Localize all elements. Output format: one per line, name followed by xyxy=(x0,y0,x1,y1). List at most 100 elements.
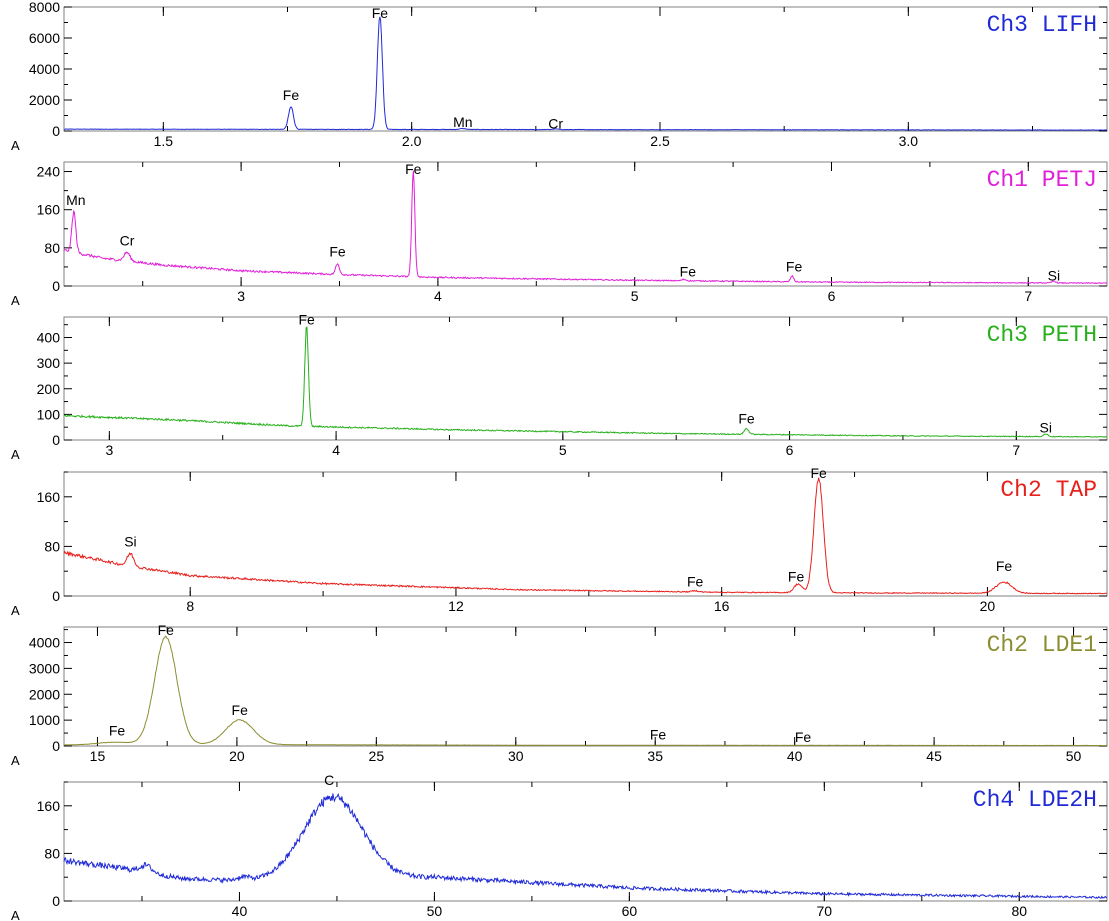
y-tick-label: 0 xyxy=(52,278,60,294)
peak-label: Fe xyxy=(996,558,1013,574)
y-tick-label: 8000 xyxy=(29,0,60,15)
x-tick-label: 50 xyxy=(427,903,443,919)
y-tick-label: 4000 xyxy=(29,61,60,77)
channel-title: Ch3 LIFH xyxy=(987,12,1097,38)
y-tick-label: 400 xyxy=(37,330,61,346)
spectrum-trace xyxy=(63,170,1107,285)
x-tick-label: 12 xyxy=(448,598,464,614)
x-tick-label: 35 xyxy=(647,748,663,764)
plot-frame xyxy=(63,161,1108,287)
plot-frame xyxy=(63,781,1108,902)
y-tick-label: 200 xyxy=(37,381,61,397)
channel-title: Ch3 PETH xyxy=(987,322,1097,348)
peak-label: Fe xyxy=(788,569,805,585)
peak-label: Fe xyxy=(298,312,315,328)
peak-label: Fe xyxy=(329,243,346,259)
x-tick-label: 6 xyxy=(786,442,794,458)
x-tick-label: 15 xyxy=(90,748,106,764)
peak-label: Fe xyxy=(795,729,812,745)
spectrum-trace xyxy=(63,792,1108,899)
x-tick-label: 6 xyxy=(828,288,836,304)
x-tick-label: 4 xyxy=(434,288,442,304)
chart-panel: 40 50 60 70 80 0 80 160 A C Ch4 LDE2H xyxy=(11,772,1108,921)
y-tick-label: 2000 xyxy=(29,92,60,108)
peak-label: Mn xyxy=(453,114,472,130)
y-tick-label: 0 xyxy=(52,738,60,754)
peak-label: Fe xyxy=(811,465,828,481)
peak-label: Fe xyxy=(283,87,300,103)
y-tick-label: 1000 xyxy=(29,712,60,728)
x-tick-label: 50 xyxy=(1066,748,1082,764)
peak-label: Cr xyxy=(548,116,563,132)
x-tick-label: 4 xyxy=(332,442,340,458)
x-tick-label: 2.0 xyxy=(402,133,422,149)
y-tick-label: 0 xyxy=(52,432,60,448)
peak-label: Si xyxy=(1048,267,1060,283)
y-tick-label: 6000 xyxy=(29,30,60,46)
y-tick-label: 160 xyxy=(37,798,61,814)
y-tick-label: 300 xyxy=(37,355,61,371)
x-tick-label: 70 xyxy=(817,903,833,919)
x-tick-label: 1.5 xyxy=(154,133,174,149)
y-tick-label: 240 xyxy=(37,164,61,180)
spectrum-trace xyxy=(63,635,1108,747)
x-tick-label: 7 xyxy=(1012,442,1020,458)
x-tick-label: 20 xyxy=(980,598,996,614)
channel-title: Ch1 PETJ xyxy=(987,167,1097,193)
y-tick-label: 0 xyxy=(52,893,60,909)
x-tick-label: 60 xyxy=(622,903,638,919)
x-tick-label: 40 xyxy=(787,748,803,764)
spectrum-trace xyxy=(63,16,1107,131)
x-tick-label: 30 xyxy=(508,748,524,764)
y-tick-label: 2000 xyxy=(29,686,60,702)
peak-label: Fe xyxy=(738,410,755,426)
corner-label: A xyxy=(11,293,20,308)
x-tick-label: 5 xyxy=(631,288,639,304)
corner-label: A xyxy=(11,138,20,153)
spectrum-trace xyxy=(63,326,1108,438)
plot-frame xyxy=(63,626,1108,747)
corner-label: A xyxy=(11,908,20,921)
y-tick-label: 0 xyxy=(52,123,60,139)
peak-label: Fe xyxy=(232,702,249,718)
x-tick-label: 3 xyxy=(105,442,113,458)
x-tick-label: 40 xyxy=(232,903,248,919)
spectrum-trace xyxy=(63,477,1107,595)
channel-title: Ch4 LDE2H xyxy=(973,787,1097,813)
y-tick-label: 4000 xyxy=(29,635,60,651)
y-tick-label: 80 xyxy=(44,538,60,554)
x-tick-label: 2.5 xyxy=(650,133,670,149)
x-tick-label: 20 xyxy=(229,748,245,764)
chart-panel: 3 4 5 6 7 0 80 160 240 A Mn Cr Fe Fe Fe Fe Si Ch1 PETJ xyxy=(11,161,1108,308)
peak-label: Si xyxy=(1040,419,1052,435)
peak-label: Fe xyxy=(650,727,667,743)
chart-panel: 1.5 2.0 2.5 3.0 0 2000 4000 6000 8000 A Fe Fe Mn Cr Ch… xyxy=(11,0,1108,153)
peak-label: Fe xyxy=(680,263,697,279)
y-tick-label: 0 xyxy=(52,588,60,604)
y-tick-label: 3000 xyxy=(29,660,60,676)
peak-label: Fe xyxy=(158,622,175,638)
channel-title: Ch2 TAP xyxy=(1000,477,1097,503)
y-tick-label: 160 xyxy=(37,202,61,218)
x-tick-label: 16 xyxy=(714,598,730,614)
chart-panel: 3 4 5 6 7 0 100 200 300 400 A Fe Fe Si Ch3 PETH xyxy=(11,312,1108,462)
peak-label: Cr xyxy=(120,232,135,248)
plot-frame xyxy=(63,316,1108,441)
x-tick-label: 5 xyxy=(559,442,567,458)
plot-frame xyxy=(63,471,1108,597)
peak-label: Si xyxy=(124,533,136,549)
plot-frame xyxy=(63,6,1108,132)
corner-label: A xyxy=(11,603,20,618)
x-tick-label: 3.0 xyxy=(899,133,919,149)
x-tick-label: 7 xyxy=(1024,288,1032,304)
chart-panel: 8 12 16 20 0 80 160 A Si Fe Fe Fe Fe Ch2 TAP xyxy=(11,465,1108,618)
x-tick-label: 8 xyxy=(186,598,194,614)
y-tick-label: 80 xyxy=(44,845,60,861)
peak-label: Fe xyxy=(109,723,126,739)
corner-label: A xyxy=(11,447,20,462)
peak-label: Fe xyxy=(687,574,704,590)
corner-label: A xyxy=(11,753,20,768)
y-tick-label: 80 xyxy=(44,240,60,256)
x-tick-label: 80 xyxy=(1011,903,1027,919)
